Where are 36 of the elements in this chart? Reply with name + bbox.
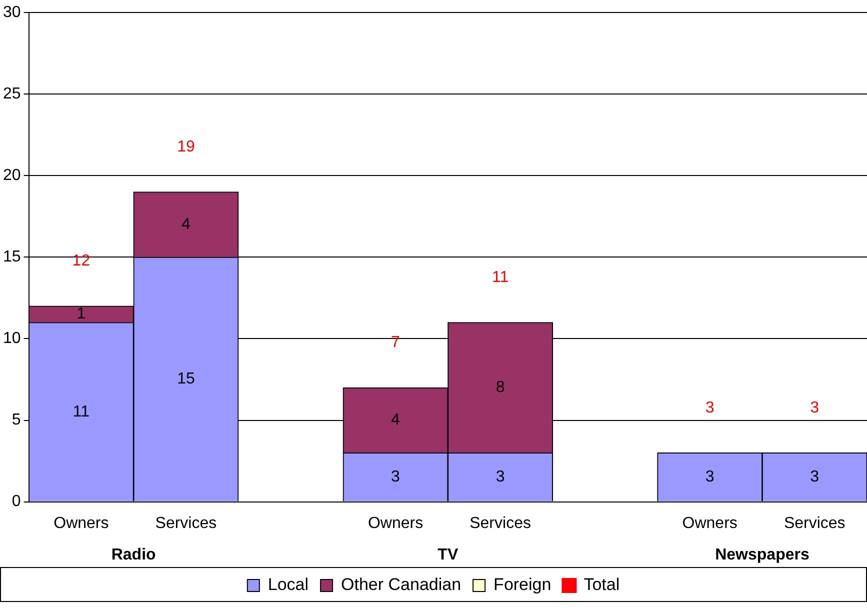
x-tick-label: Owners (368, 514, 424, 532)
x-tick-label: Owners (682, 514, 738, 532)
y-tick-label: 15 (3, 248, 21, 266)
data-label: 3 (496, 468, 505, 486)
total-label: 3 (705, 399, 714, 416)
data-label: 3 (391, 468, 400, 486)
x-tick-label: Services (784, 514, 846, 532)
y-tick-label: 20 (3, 167, 21, 184)
data-label: 4 (182, 216, 191, 233)
x-tick-label: Services (155, 514, 217, 532)
legend-label: Other Canadian (341, 575, 462, 594)
data-label: 11 (72, 403, 90, 420)
text: Radio (111, 546, 156, 564)
legend-label: Total (584, 575, 620, 594)
total-label: 11 (492, 268, 509, 286)
total-label: 12 (72, 252, 90, 270)
data-label: 8 (496, 379, 505, 396)
total-label: 19 (177, 138, 195, 156)
data-label: 1 (76, 306, 86, 323)
data-label: 3 (705, 468, 714, 486)
text: Newspapers (715, 546, 810, 564)
y-tick-label: 30 (3, 4, 21, 22)
data-label: 15 (177, 370, 195, 388)
total-label: 7 (391, 334, 400, 352)
x-tick-label: Services (470, 514, 531, 532)
y-tick-label: 0 (12, 493, 21, 510)
legend-label: Local (268, 575, 309, 594)
text: TV (438, 546, 458, 564)
y-tick-label: 5 (12, 412, 21, 429)
data-label: 4 (391, 412, 400, 429)
legend-label: Foreign (494, 575, 552, 594)
y-tick-label: 10 (3, 330, 21, 348)
y-tick-label: 25 (3, 86, 21, 103)
x-tick-label: Owners (54, 514, 109, 532)
data-label: 3 (810, 468, 820, 486)
total-label: 3 (810, 399, 820, 416)
